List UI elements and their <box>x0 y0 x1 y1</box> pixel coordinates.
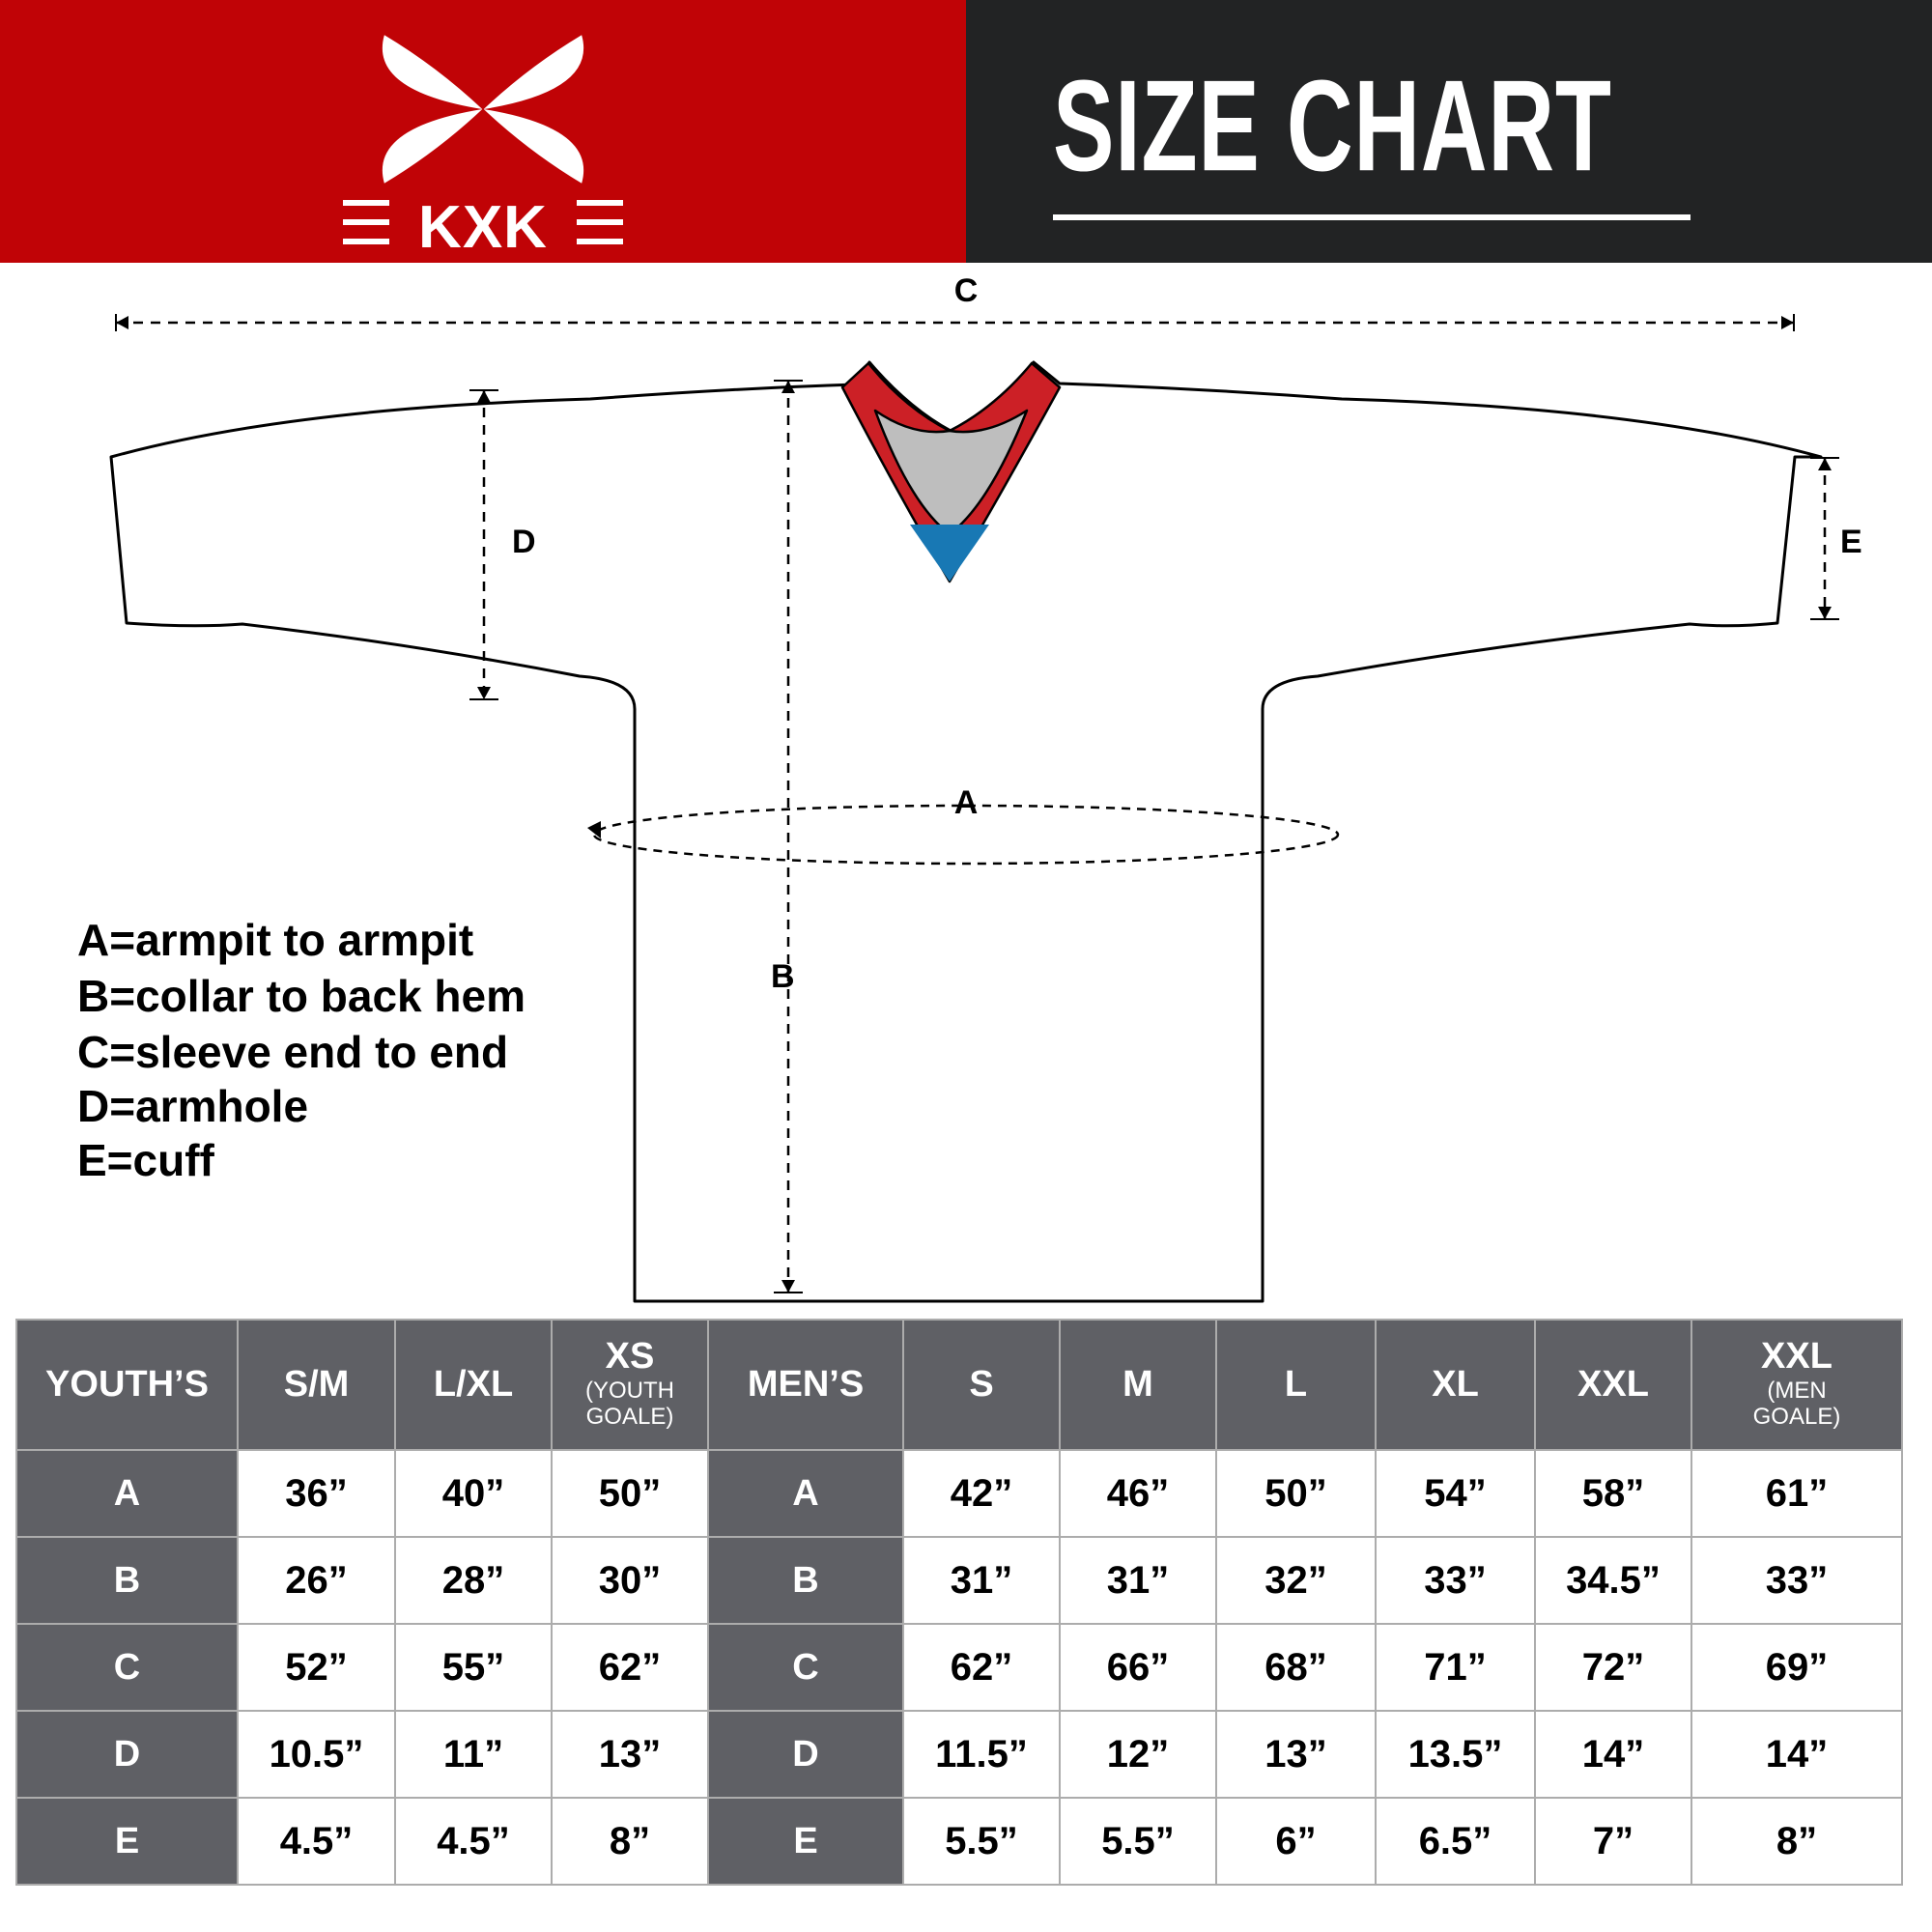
svg-text:D: D <box>512 524 536 560</box>
svg-text:C=sleeve end to end: C=sleeve end to end <box>77 1027 508 1077</box>
svg-text:D=armhole: D=armhole <box>77 1081 308 1131</box>
svg-text:B=collar to back hem: B=collar to back hem <box>77 971 526 1021</box>
svg-text:E=cuff: E=cuff <box>77 1135 215 1185</box>
svg-text:A: A <box>954 784 979 821</box>
svg-text:A=armpit to armpit: A=armpit to armpit <box>77 915 473 965</box>
svg-text:E: E <box>1840 524 1862 560</box>
svg-text:C: C <box>954 272 979 309</box>
svg-text:B: B <box>771 958 795 995</box>
